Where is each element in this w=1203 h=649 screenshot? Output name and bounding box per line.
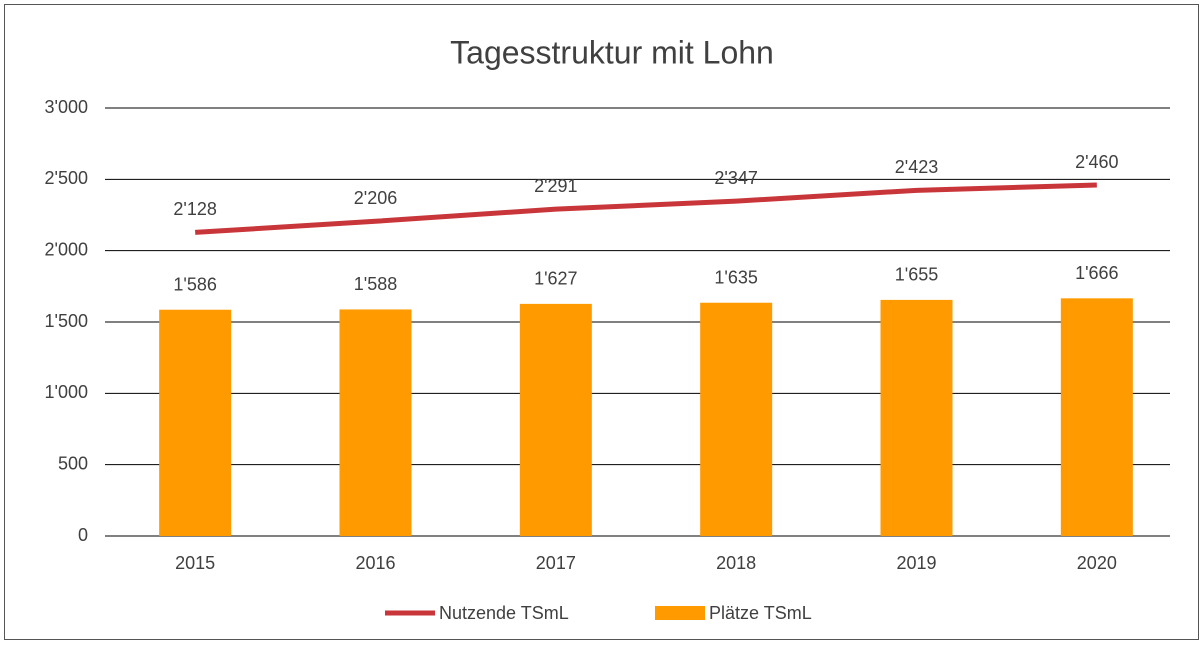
- data-label: 1'655: [895, 265, 938, 285]
- y-tick-label: 1'000: [45, 382, 88, 402]
- data-label: 2'206: [354, 188, 397, 208]
- y-tick-label: 2'000: [45, 239, 88, 259]
- x-tick-label: 2018: [716, 553, 756, 573]
- data-label: 2'128: [173, 199, 216, 219]
- y-tick-label: 3'000: [45, 97, 88, 117]
- data-label: 1'586: [173, 274, 216, 294]
- bar: [519, 303, 592, 536]
- bar: [159, 309, 232, 536]
- data-label: 1'588: [354, 274, 397, 294]
- data-label: 1'627: [534, 269, 577, 289]
- data-label: 1'635: [714, 267, 757, 287]
- data-label: 1'666: [1075, 263, 1118, 283]
- legend-swatch: [655, 606, 705, 620]
- y-tick-label: 2'500: [45, 168, 88, 188]
- bar: [700, 302, 773, 536]
- data-label: 2'291: [534, 176, 577, 196]
- legend-label: Nutzende TSmL: [439, 603, 569, 623]
- bar: [1060, 298, 1133, 536]
- data-label: 2'423: [895, 157, 938, 177]
- x-tick-label: 2016: [355, 553, 395, 573]
- bar: [339, 309, 412, 536]
- y-tick-label: 0: [78, 525, 88, 545]
- x-tick-label: 2019: [896, 553, 936, 573]
- data-label: 2'460: [1075, 152, 1118, 172]
- data-label: 2'347: [714, 168, 757, 188]
- y-tick-label: 1'500: [45, 311, 88, 331]
- line: [195, 182, 1097, 235]
- x-tick-label: 2017: [536, 553, 576, 573]
- chart-title: Tagesstruktur mit Lohn: [450, 34, 774, 70]
- x-tick-label: 2015: [175, 553, 215, 573]
- bar: [880, 299, 953, 536]
- x-tick-label: 2020: [1077, 553, 1117, 573]
- legend-label: Plätze TSmL: [709, 603, 812, 623]
- y-tick-label: 500: [58, 453, 88, 473]
